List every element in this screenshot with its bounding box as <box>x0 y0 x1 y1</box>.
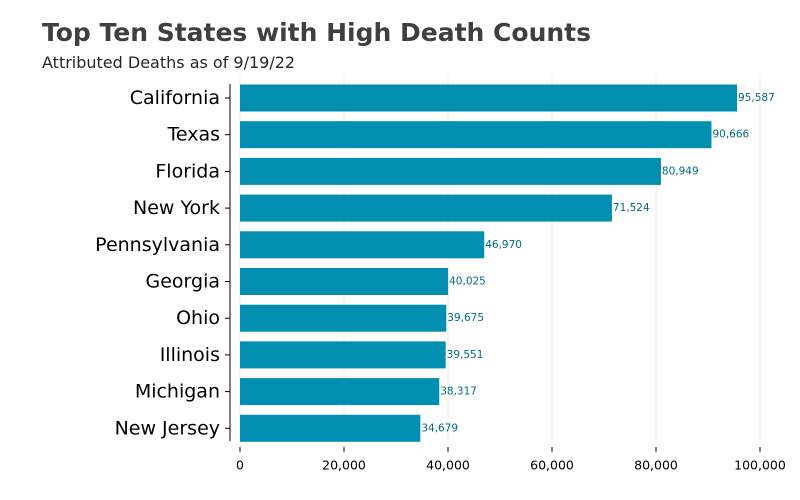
chart-title: Top Ten States with High Death Counts <box>42 18 591 47</box>
category-label-2: Florida <box>155 160 220 182</box>
x-tick-label-4: 80,000 <box>634 458 678 473</box>
x-tick-label-1: 20,000 <box>322 458 366 473</box>
x-tick-label-3: 60,000 <box>530 458 574 473</box>
bar-6 <box>240 304 447 332</box>
data-label-3: 71,524 <box>613 202 650 214</box>
data-label-2: 80,949 <box>662 165 699 177</box>
data-label-6: 39,675 <box>447 312 484 324</box>
x-tick-label-5: 100,000 <box>734 458 786 473</box>
bar-5 <box>240 268 449 295</box>
bar-9 <box>240 414 421 442</box>
data-label-4: 46,970 <box>485 239 522 251</box>
bar-1 <box>240 121 712 149</box>
category-label-7: Illinois <box>160 344 220 366</box>
bar-0 <box>240 84 738 112</box>
category-label-5: Georgia <box>146 271 221 293</box>
x-tick-label-2: 40,000 <box>426 458 470 473</box>
category-label-1: Texas <box>166 124 220 146</box>
bar-3 <box>240 194 612 222</box>
data-label-7: 39,551 <box>447 349 484 361</box>
category-label-8: Michigan <box>135 381 220 403</box>
chart-subtitle: Attributed Deaths as of 9/19/22 <box>42 53 296 72</box>
data-label-8: 38,317 <box>440 386 477 398</box>
data-label-1: 90,666 <box>712 129 749 141</box>
bar-8 <box>240 378 440 406</box>
category-label-9: New Jersey <box>115 417 220 439</box>
data-label-9: 34,679 <box>421 422 458 434</box>
category-label-0: California <box>130 87 220 109</box>
bar-7 <box>240 341 446 369</box>
category-label-6: Ohio <box>176 307 220 329</box>
data-label-5: 40,025 <box>449 276 486 288</box>
category-label-3: New York <box>133 197 220 219</box>
bar-2 <box>240 157 661 185</box>
x-tick-label-0: 0 <box>236 458 244 473</box>
bar-4 <box>240 231 485 259</box>
category-label-4: Pennsylvania <box>95 234 220 256</box>
data-label-0: 95,587 <box>738 92 775 104</box>
